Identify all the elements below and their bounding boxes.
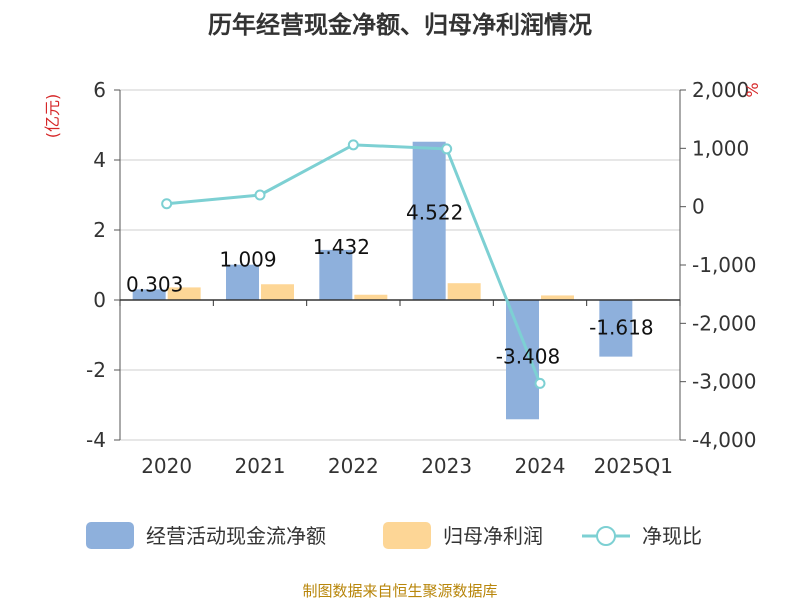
bar-cashflow bbox=[132, 289, 166, 300]
left-axis-unit: (亿元) bbox=[43, 94, 62, 139]
bar-cashflow bbox=[506, 300, 539, 420]
left-tick-label: 2 bbox=[93, 218, 106, 242]
right-tick-label: 1,000 bbox=[692, 136, 749, 160]
axes: -4 -2 0 2 4 6 -4,000 -3,000 -2,000 -1,000 0 1,000 2,… bbox=[86, 78, 756, 478]
x-tick-label: 2023 bbox=[421, 454, 472, 478]
legend-label: 净现比 bbox=[642, 524, 702, 548]
x-tick-label: 2020 bbox=[141, 454, 192, 478]
x-tick-label: 2025Q1 bbox=[594, 454, 673, 478]
bar-profit bbox=[354, 294, 388, 300]
ratio-point bbox=[347, 139, 359, 151]
bar-profit bbox=[261, 284, 294, 300]
legend-label: 归母净利润 bbox=[443, 524, 543, 548]
bar-cashflow bbox=[226, 264, 259, 300]
legend: 经营活动现金流净额 归母净利润 净现比 bbox=[86, 522, 702, 549]
data-label: 1.009 bbox=[219, 248, 276, 272]
x-tick-label: 2021 bbox=[235, 454, 286, 478]
bar-cashflow bbox=[412, 141, 446, 300]
ratio-point bbox=[441, 143, 453, 155]
right-tick-label: -2,000 bbox=[692, 311, 756, 335]
legend-label: 经营活动现金流净额 bbox=[146, 524, 326, 548]
legend-swatch bbox=[383, 522, 431, 549]
data-label: -3.408 bbox=[496, 344, 560, 368]
x-tick-label: 2022 bbox=[328, 454, 379, 478]
bar-cashflow bbox=[319, 249, 353, 300]
left-tick-label: 0 bbox=[93, 288, 106, 312]
data-labels: 0.303 1.009 1.432 4.522 -3.408 -1.618 bbox=[126, 201, 654, 369]
bar-profit bbox=[541, 295, 574, 300]
data-label: 0.303 bbox=[126, 272, 183, 296]
line-layer bbox=[161, 139, 546, 389]
ratio-point bbox=[161, 198, 173, 210]
right-tick-label: -1,000 bbox=[692, 253, 756, 277]
right-axis-unit: % bbox=[743, 82, 762, 97]
right-tick-label: -4,000 bbox=[692, 428, 756, 452]
left-tick-label: 4 bbox=[93, 148, 106, 172]
left-tick-label: 6 bbox=[93, 78, 106, 102]
x-tick-label: 2024 bbox=[515, 454, 566, 478]
bar-cashflow bbox=[599, 300, 633, 357]
bar-profit bbox=[447, 283, 481, 300]
left-tick-label: -4 bbox=[86, 428, 106, 452]
legend-swatch bbox=[86, 522, 134, 549]
left-tick-label: -2 bbox=[86, 358, 106, 382]
data-label: -1.618 bbox=[589, 316, 653, 340]
right-tick-label: 2,000 bbox=[692, 78, 749, 102]
data-label: 1.432 bbox=[313, 235, 370, 259]
bars bbox=[132, 141, 668, 420]
chart-title: 历年经营现金净额、归母净利润情况 bbox=[208, 11, 592, 39]
ratio-point bbox=[254, 189, 266, 201]
legend-swatch-marker bbox=[596, 526, 616, 546]
right-tick-label: -3,000 bbox=[692, 370, 756, 394]
bar-profit bbox=[167, 287, 201, 300]
right-tick-label: 0 bbox=[692, 195, 705, 219]
ratio-point bbox=[534, 377, 546, 389]
gridlines bbox=[120, 89, 680, 441]
data-label: 4.522 bbox=[406, 201, 463, 225]
source-note: 制图数据来自恒生聚源数据库 bbox=[302, 582, 497, 600]
